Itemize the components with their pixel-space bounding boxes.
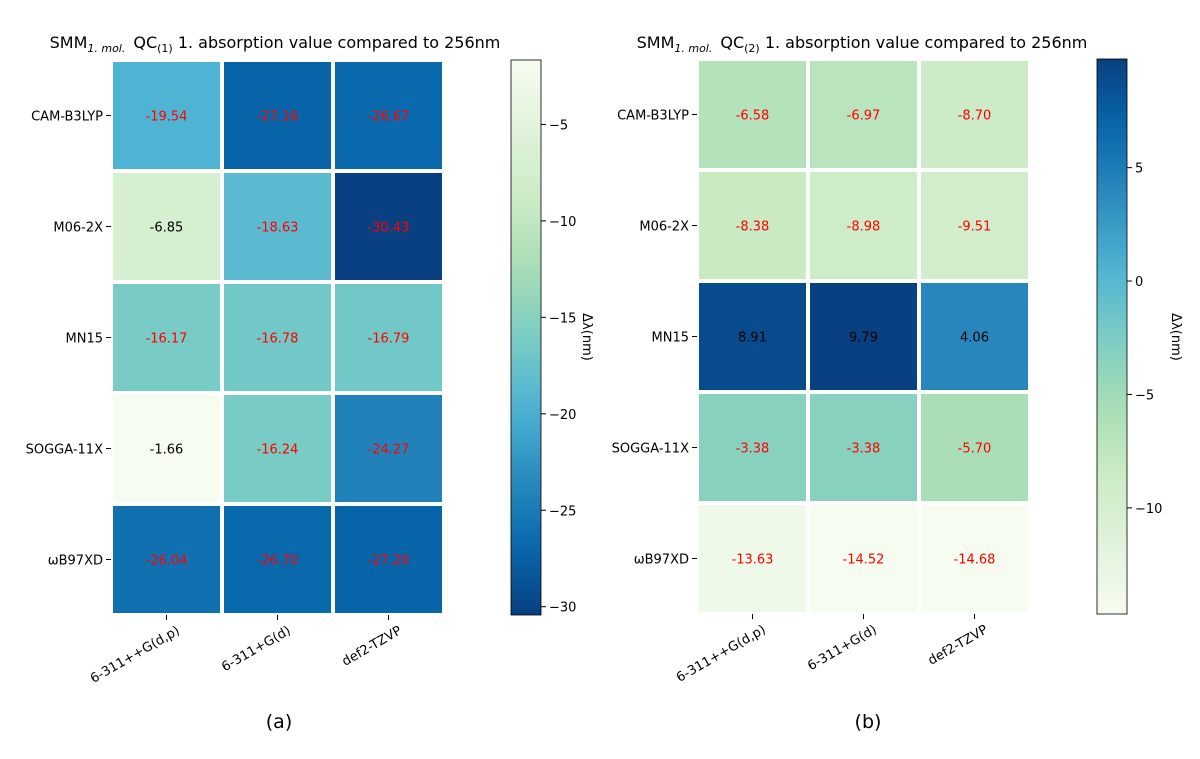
heatmap-cell — [917, 501, 1032, 616]
cell-value-label: -8.70 — [958, 109, 992, 124]
row-label: MN15 — [66, 332, 103, 347]
panel-caption-a: (a) — [266, 711, 292, 733]
colorbar-label-a: Δλ(nm) — [579, 313, 594, 361]
row-label: M06-2X — [639, 220, 689, 235]
colorbar-tick-label: −25 — [549, 504, 576, 519]
heatmap-cell — [917, 168, 1032, 283]
row-label: SOGGA-11X — [612, 442, 689, 457]
heatmap-cell — [695, 57, 810, 172]
colorbar-tick-label: −15 — [549, 311, 576, 326]
heatmap-cell — [331, 391, 446, 506]
cell-value-label: -27.20 — [368, 554, 410, 569]
colorbar-tick-label: 5 — [1135, 162, 1143, 177]
cell-value-label: -26.04 — [146, 554, 188, 569]
cell-value-label: -14.68 — [954, 553, 996, 568]
heatmap-cell — [917, 390, 1032, 505]
heatmap-panel-a: SMM1. mol. QC(1) 1. absorption value comp… — [26, 33, 594, 733]
cell-value-label: -26.70 — [257, 554, 299, 569]
colorbar-ticks-a: −30 −25 −20 −15 −10 −5 — [541, 118, 576, 616]
cell-value-label: -6.97 — [847, 109, 881, 124]
colorbar-tick-label: −30 — [549, 601, 576, 616]
heatmap-cell — [806, 279, 921, 394]
heatmap-cell — [917, 279, 1032, 394]
cell-value-label: -14.52 — [843, 553, 885, 568]
colorbar-gradient-a — [510, 59, 542, 616]
cell-value-label: -9.51 — [958, 220, 992, 235]
colorbar-tick-label: −5 — [549, 118, 568, 133]
colorbar-tick-label: −5 — [1135, 388, 1154, 403]
cell-value-label: 4.06 — [960, 331, 989, 346]
cell-value-label: -16.78 — [257, 332, 299, 347]
heatmap-cells-b: -6.58 -6.97 -8.70 -8.38 -8.98 -9.51 8.91 9.79 4.… — [695, 57, 1032, 616]
column-labels-b: 6-311++G(d,p) 6-311+G(d) def2-TZVP — [674, 614, 991, 686]
cell-value-label: -6.58 — [736, 109, 770, 124]
heatmap-cell — [220, 280, 335, 395]
cell-value-label: -16.24 — [257, 443, 299, 458]
row-label: ωB97XD — [48, 554, 103, 569]
panel-caption-b: (b) — [855, 711, 882, 733]
cell-value-label: 8.91 — [738, 331, 767, 346]
heatmap-cell — [220, 502, 335, 617]
column-label: def2-TZVP — [340, 623, 405, 669]
colorbar-tick-label: −20 — [549, 408, 576, 423]
cell-value-label: -8.98 — [847, 220, 881, 235]
cell-value-label: -30.43 — [368, 221, 410, 236]
column-label: 6-311+G(d) — [219, 623, 293, 675]
row-label: SOGGA-11X — [26, 443, 103, 458]
column-labels-a: 6-311++G(d,p) 6-311+G(d) def2-TZVP — [88, 615, 405, 687]
heatmap-cell — [331, 169, 446, 284]
colorbar-a: −30 −25 −20 −15 −10 −5 Δλ(nm) — [510, 59, 594, 616]
row-label: ωB97XD — [634, 553, 689, 568]
heatmap-panel-b: SMM1. mol. QC(2) 1. absorption value comp… — [612, 33, 1183, 733]
column-label: 6-311++G(d,p) — [88, 623, 182, 686]
cell-value-label: 9.79 — [849, 331, 878, 346]
colorbar-label-b: Δλ(nm) — [1168, 313, 1183, 361]
row-labels-b: CAM-B3LYP M06-2X MN15 SOGGA-11X ωB97XD — [612, 109, 697, 568]
colorbar-b: −10 −5 0 5 Δλ(nm) — [1096, 58, 1183, 615]
cell-value-label: -1.66 — [150, 443, 184, 458]
cell-value-label: -16.79 — [368, 332, 410, 347]
cell-value-label: -3.38 — [736, 442, 770, 457]
colorbar-tick-label: 0 — [1135, 275, 1143, 290]
cell-value-label: -24.27 — [368, 443, 410, 458]
cell-value-label: -13.63 — [732, 553, 774, 568]
heatmap-cell — [806, 501, 921, 616]
cell-value-label: -26.67 — [368, 110, 410, 125]
cell-value-label: -3.38 — [847, 442, 881, 457]
heatmap-cell — [806, 390, 921, 505]
colorbar-gradient-b — [1096, 58, 1128, 615]
row-label: CAM-B3LYP — [31, 110, 103, 125]
row-label: MN15 — [652, 331, 689, 346]
cell-value-label: -16.17 — [146, 332, 188, 347]
cell-value-label: -8.38 — [736, 220, 770, 235]
cell-value-label: -6.85 — [150, 221, 184, 236]
colorbar-ticks-b: −10 −5 0 5 — [1127, 162, 1162, 517]
heatmap-cells-a: -19.54 -27.16 -26.67 -6.85 -18.63 -30.43 -16.1… — [109, 58, 446, 617]
column-label: def2-TZVP — [926, 622, 991, 668]
cell-value-label: -19.54 — [146, 110, 188, 125]
chart-title-a: SMM1. mol. QC(1) 1. absorption value comp… — [50, 33, 501, 55]
cell-value-label: -18.63 — [257, 221, 299, 236]
row-label: M06-2X — [53, 221, 103, 236]
colorbar-tick-label: −10 — [1135, 502, 1162, 517]
cell-value-label: -27.16 — [257, 110, 299, 125]
row-labels-a: CAM-B3LYP M06-2X MN15 SOGGA-11X ωB97XD — [26, 110, 111, 569]
colorbar-tick-label: −10 — [549, 215, 576, 230]
column-label: 6-311+G(d) — [805, 622, 879, 674]
column-label: 6-311++G(d,p) — [674, 622, 768, 685]
chart-title-b: SMM1. mol. QC(2) 1. absorption value comp… — [637, 33, 1088, 55]
cell-value-label: -5.70 — [958, 442, 992, 457]
row-label: CAM-B3LYP — [617, 109, 689, 124]
